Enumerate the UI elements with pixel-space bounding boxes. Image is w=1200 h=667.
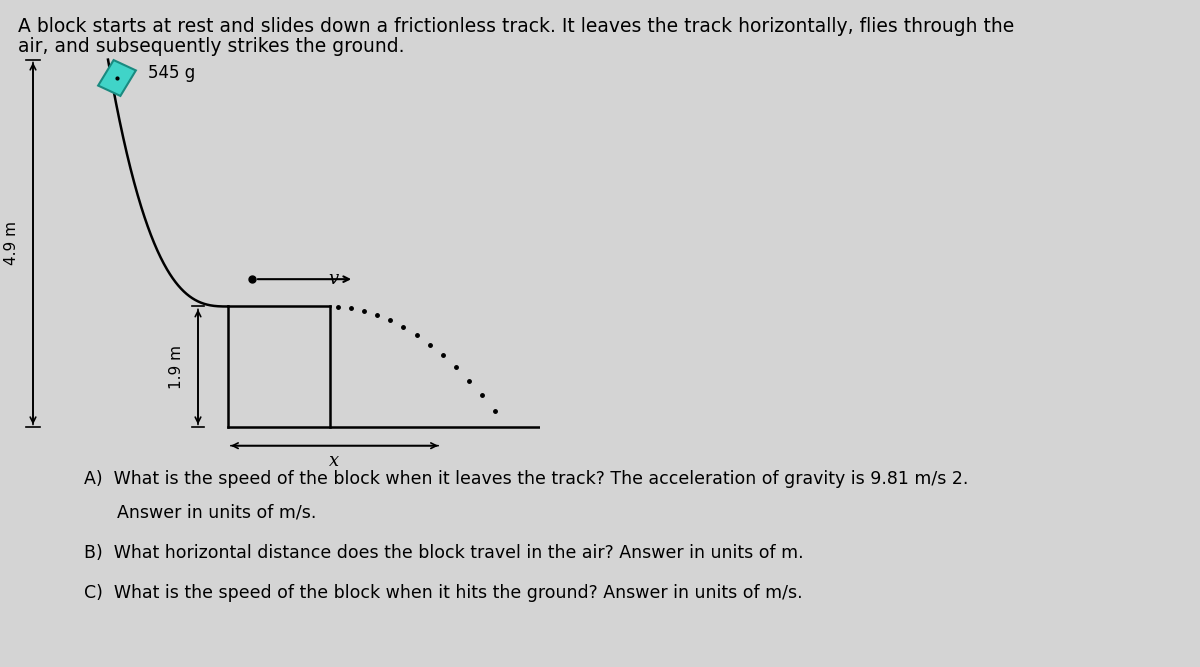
Text: 4.9 m: 4.9 m — [5, 221, 19, 265]
Text: x: x — [330, 452, 340, 470]
Text: A block starts at rest and slides down a frictionless track. It leaves the track: A block starts at rest and slides down a… — [18, 17, 1014, 35]
Text: 545 g: 545 g — [149, 64, 196, 82]
Bar — [98, 60, 136, 96]
Text: 1.9 m: 1.9 m — [169, 345, 185, 389]
Text: A)  What is the speed of the block when it leaves the track? The acceleration of: A) What is the speed of the block when i… — [84, 470, 968, 488]
Text: Answer in units of m/s.: Answer in units of m/s. — [84, 504, 317, 522]
Text: C)  What is the speed of the block when it hits the ground? Answer in units of m: C) What is the speed of the block when i… — [84, 584, 803, 602]
Text: v: v — [329, 270, 338, 288]
Text: air, and subsequently strikes the ground.: air, and subsequently strikes the ground… — [18, 37, 404, 55]
Text: B)  What horizontal distance does the block travel in the air? Answer in units o: B) What horizontal distance does the blo… — [84, 544, 804, 562]
